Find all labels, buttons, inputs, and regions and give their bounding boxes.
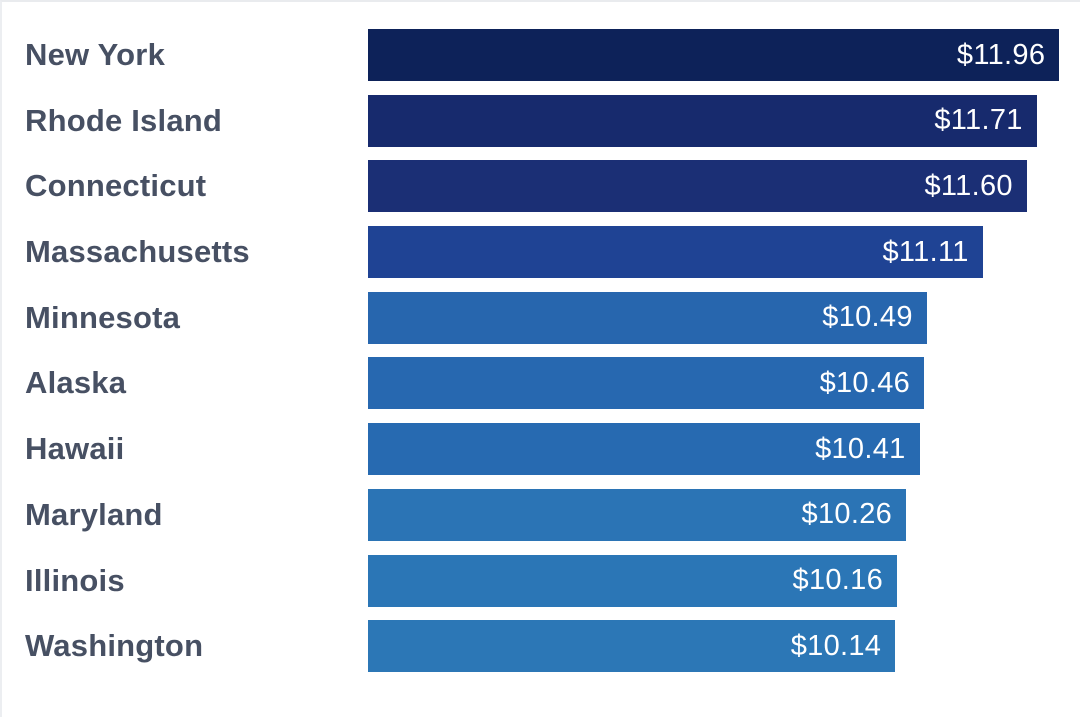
bar-row: Massachusetts $11.11 bbox=[2, 226, 1080, 279]
state-label: Washington bbox=[25, 628, 204, 664]
bar-row: Minnesota $10.49 bbox=[2, 291, 1080, 344]
bar-value-label: $10.49 bbox=[822, 301, 913, 334]
state-label: Illinois bbox=[25, 562, 125, 598]
bar-row: Washington $10.14 bbox=[2, 620, 1080, 673]
bar-row: Alaska $10.46 bbox=[2, 357, 1080, 410]
bar-row: Maryland $10.26 bbox=[2, 488, 1080, 541]
bar-value-label: $10.16 bbox=[792, 564, 884, 596]
bar: $10.26 bbox=[368, 488, 907, 541]
bar-track: $10.46 bbox=[368, 357, 1080, 410]
bar-value-label: $11.71 bbox=[934, 104, 1023, 137]
bar-value-label: $10.14 bbox=[790, 629, 882, 662]
state-label: Alaska bbox=[25, 365, 127, 401]
bar-track: $11.96 bbox=[368, 29, 1080, 81]
bar-row: Rhode Island $11.71 bbox=[2, 94, 1080, 147]
state-label: New York bbox=[25, 37, 166, 72]
bar-value-label: $11.11 bbox=[882, 235, 969, 268]
bar: $10.41 bbox=[368, 423, 920, 476]
state-label: Connecticut bbox=[25, 168, 207, 204]
bar-value-label: $11.60 bbox=[924, 169, 1013, 202]
bar-row: Illinois $10.16 bbox=[2, 554, 1080, 607]
state-label: Rhode Island bbox=[25, 102, 223, 138]
bar-track: $10.49 bbox=[368, 291, 1080, 344]
bar: $11.96 bbox=[368, 29, 1060, 81]
state-label: Massachusetts bbox=[25, 234, 250, 270]
bar-row: Hawaii $10.41 bbox=[2, 423, 1080, 476]
bar-track: $11.11 bbox=[368, 226, 1080, 279]
bar: $10.46 bbox=[368, 357, 925, 410]
bar-track: $10.16 bbox=[368, 554, 1080, 607]
bar-track: $10.41 bbox=[368, 423, 1080, 476]
bar-value-label: $10.26 bbox=[801, 498, 893, 531]
bar: $11.71 bbox=[368, 94, 1037, 147]
bar-track: $11.60 bbox=[368, 160, 1080, 213]
bar: $11.60 bbox=[368, 160, 1027, 213]
bar-row: New York $11.96 bbox=[2, 29, 1080, 81]
bar: $10.14 bbox=[368, 620, 896, 673]
bar-row: Connecticut $11.60 bbox=[2, 160, 1080, 213]
state-label: Hawaii bbox=[25, 431, 125, 467]
bar-rows: New York $11.96 Rhode Island $11.71 Conn… bbox=[2, 2, 1080, 673]
bar-value-label: $10.46 bbox=[819, 366, 911, 399]
bar-track: $10.14 bbox=[368, 620, 1080, 673]
bar-track: $10.26 bbox=[368, 488, 1080, 541]
bar: $11.11 bbox=[368, 226, 983, 279]
bar-value-label: $10.41 bbox=[815, 432, 906, 465]
bar-track: $11.71 bbox=[368, 94, 1080, 147]
state-label: Maryland bbox=[25, 496, 163, 532]
bar: $10.49 bbox=[368, 291, 927, 344]
bar: $10.16 bbox=[368, 554, 898, 607]
state-label: Minnesota bbox=[25, 299, 181, 335]
bar-value-label: $11.96 bbox=[956, 38, 1046, 71]
